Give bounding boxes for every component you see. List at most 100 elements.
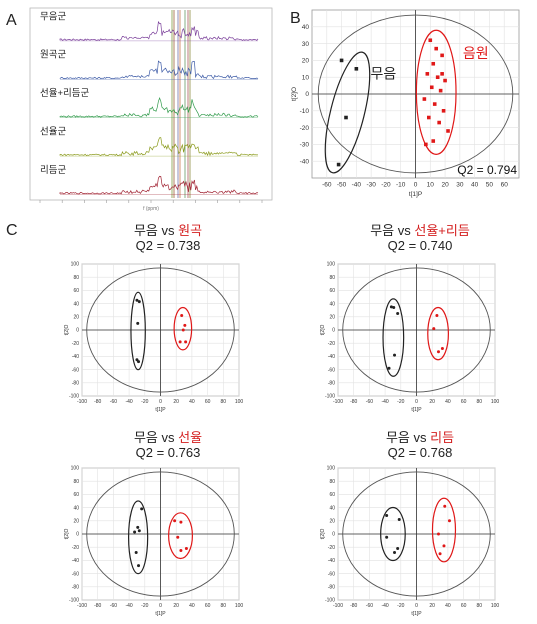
data-point-1-0 (443, 505, 446, 508)
y-tick-label-0: -100 (325, 394, 335, 400)
x-tick-label-3: -40 (381, 603, 388, 609)
data-point-1-2 (176, 536, 179, 539)
x-tick-label-4: -20 (141, 603, 148, 609)
y-tick-label-1: -80 (328, 380, 335, 386)
data-point-1-2 (441, 347, 444, 350)
x-tick-label-2: -60 (110, 603, 117, 609)
y-tick-label-1: -80 (72, 380, 79, 386)
x-axis-label: t[1]P (155, 611, 166, 617)
x-tick-label-3: -40 (125, 399, 132, 405)
x-tick-label-10: 100 (235, 603, 244, 609)
data-point-1-2 (182, 329, 185, 332)
data-point-0-1 (398, 518, 401, 521)
data-point-1-8 (439, 89, 443, 93)
x-axis-label: t[1]P (409, 191, 422, 198)
x-tick-label-0: -100 (333, 603, 343, 609)
data-point-1-4 (179, 549, 182, 552)
data-point-1-12 (427, 116, 431, 120)
y-tick-label-5: 0 (76, 532, 79, 538)
y-tick-label-1: -30 (300, 142, 310, 149)
x-tick-label-5: 0 (415, 399, 418, 405)
y-tick-label-6: 20 (73, 518, 79, 524)
spectrum-label-3: 선율군 (40, 126, 66, 137)
panel-label-c: C (6, 222, 18, 240)
x-tick-label-10: 40 (471, 182, 479, 189)
data-point-0-1 (136, 526, 139, 529)
x-tick-label-5: -10 (396, 182, 406, 189)
y-tick-label-1: -80 (328, 584, 335, 590)
y-tick-label-7: 40 (329, 301, 335, 307)
subplot-title-c1: 무음 vs 원곡 Q2 = 0.738 (68, 223, 268, 253)
x-tick-label-1: -80 (94, 399, 101, 405)
data-point-1-0 (180, 314, 183, 317)
y-tick-label-5: 0 (332, 532, 335, 538)
x-tick-label-1: -80 (94, 603, 101, 609)
y-tick-label-1: -80 (72, 584, 79, 590)
data-point-1-7 (430, 85, 434, 89)
data-point-0-5 (137, 564, 140, 567)
spectrum-label-0: 무음군 (40, 11, 66, 22)
data-point-1-1 (448, 519, 451, 522)
x-tick-label-3: -40 (381, 399, 388, 405)
y-axis-label: t[2]O (320, 324, 326, 335)
y-tick-label-6: 20 (302, 58, 310, 65)
x-tick-label-9: 80 (477, 399, 483, 405)
x-tick-label-2: -40 (352, 182, 362, 189)
y-tick-label-5: 10 (302, 74, 310, 81)
x-tick-label-7: 40 (189, 603, 195, 609)
y-tick-label-4: -20 (328, 341, 335, 347)
title-group-black: 무음 vs (134, 430, 178, 445)
y-tick-label-4: -20 (72, 341, 79, 347)
y-tick-label-0: -40 (300, 158, 310, 165)
x-tick-label-6: 0 (414, 182, 418, 189)
data-point-0-3 (396, 547, 399, 550)
data-point-0-0 (140, 507, 143, 510)
y-tick-label-7: 30 (302, 41, 310, 48)
x-tick-label-8: 60 (461, 603, 467, 609)
y-tick-label-2: -60 (72, 367, 79, 373)
y-tick-label-0: -100 (325, 598, 335, 604)
data-point-0-2 (344, 116, 348, 120)
data-point-1-5 (436, 75, 440, 79)
subplot-title-c4: 무음 vs 리듬 Q2 = 0.768 (320, 430, 520, 460)
data-point-0-3 (337, 163, 341, 167)
title-group-black: 무음 vs (134, 223, 178, 238)
y-tick-label-10: 100 (71, 466, 80, 472)
data-point-1-17 (440, 72, 444, 76)
y-tick-label-9: 80 (73, 275, 79, 281)
data-point-0-2 (136, 322, 139, 325)
x-tick-label-7: 40 (445, 603, 451, 609)
spectra-xlabel: f (ppm) (143, 206, 159, 212)
group-label-1: 음원 (463, 45, 489, 61)
score-plot-c2: -100 -80 -60 -40 -20 0 20 40 60 80 100 -100 -80 -60 -4… (318, 258, 503, 418)
x-tick-label-1: -80 (350, 399, 357, 405)
y-tick-label-3: -10 (300, 108, 310, 115)
score-plot-main: -60 -50 -40 -30 -20 -10 0 10 20 30 40 50 60 -40 -30 -20… (290, 4, 525, 204)
data-point-0-1 (392, 306, 395, 309)
group-label-0: 무음 (370, 65, 396, 81)
data-point-1-2 (440, 54, 444, 58)
data-point-0-2 (138, 529, 141, 532)
spectrum-label-1: 원곡군 (40, 50, 66, 61)
y-tick-label-9: 80 (329, 479, 335, 485)
data-point-1-13 (437, 121, 441, 125)
data-point-1-9 (423, 97, 427, 101)
data-point-1-0 (428, 38, 432, 42)
x-tick-label-11: 50 (486, 182, 494, 189)
title-group-red: 원곡 (178, 223, 202, 238)
x-tick-label-0: -60 (322, 182, 332, 189)
data-point-1-3 (179, 340, 182, 343)
nmr-spectra-panel: 무음군원곡군선율+리듬군선율군리듬군f (ppm) (22, 4, 282, 214)
data-point-1-3 (185, 547, 188, 550)
y-axis-label: t[2]O (291, 87, 298, 101)
title-group-black: 무음 vs (370, 223, 414, 238)
x-tick-label-8: 60 (461, 399, 467, 405)
y-tick-label-4: 0 (305, 91, 309, 98)
x-tick-label-8: 60 (205, 399, 211, 405)
data-point-1-3 (442, 544, 445, 547)
data-point-1-2 (437, 533, 440, 536)
subplot-title-c3: 무음 vs 선율 Q2 = 0.763 (68, 430, 268, 460)
q2-annotation: Q2 = 0.794 (457, 163, 517, 177)
q2-annotation: Q2 = 0.738 (136, 238, 201, 253)
spectra-frame (30, 8, 272, 200)
